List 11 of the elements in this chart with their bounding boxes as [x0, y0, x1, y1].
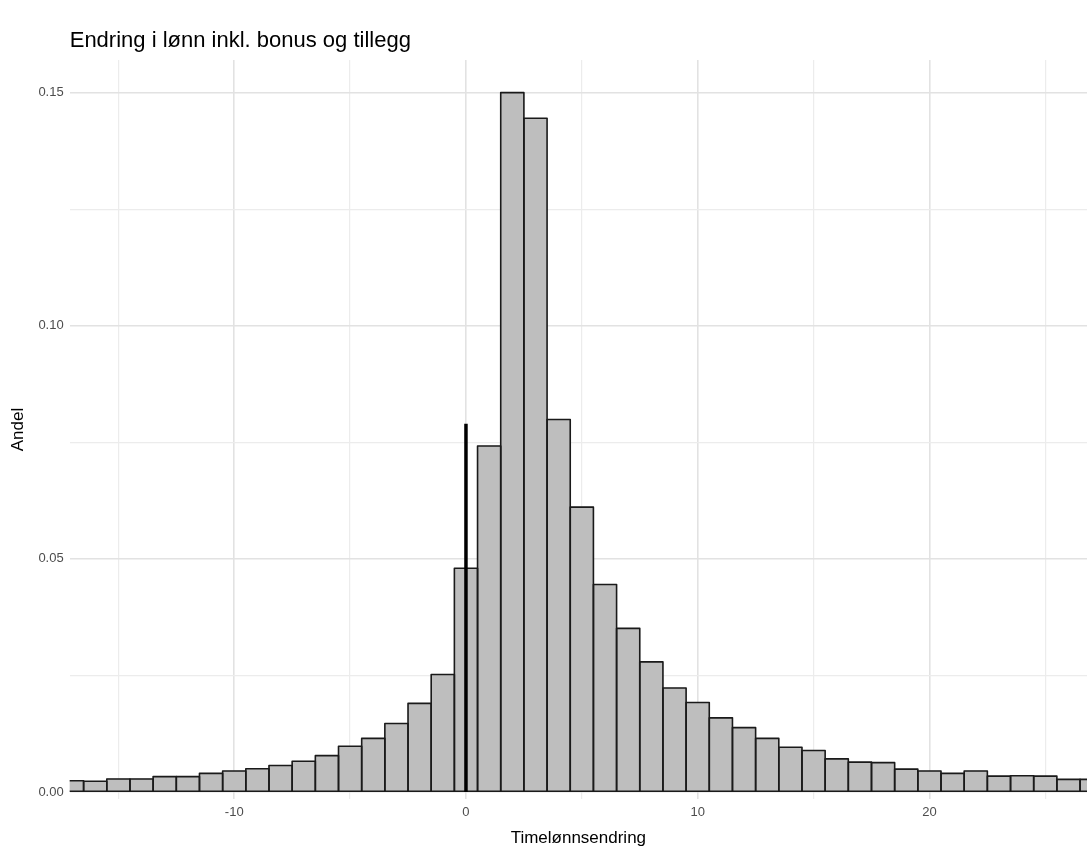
- y-axis-title: Andel: [7, 407, 27, 452]
- y-tick-label: 0.10: [38, 317, 64, 333]
- x-tick-label: 0: [462, 804, 470, 820]
- x-axis-title: Timelønnsendring: [510, 828, 647, 848]
- x-tick-label: 10: [690, 804, 705, 820]
- y-tick-label: 0.05: [38, 550, 64, 566]
- y-tick-label: 0.00: [38, 783, 64, 799]
- y-tick-label: 0.15: [38, 84, 64, 100]
- x-tick-label: 20: [922, 804, 937, 820]
- chart-title: Endring i lønn inkl. bonus og tillegg: [69, 27, 411, 52]
- x-tick-label: -10: [224, 804, 244, 820]
